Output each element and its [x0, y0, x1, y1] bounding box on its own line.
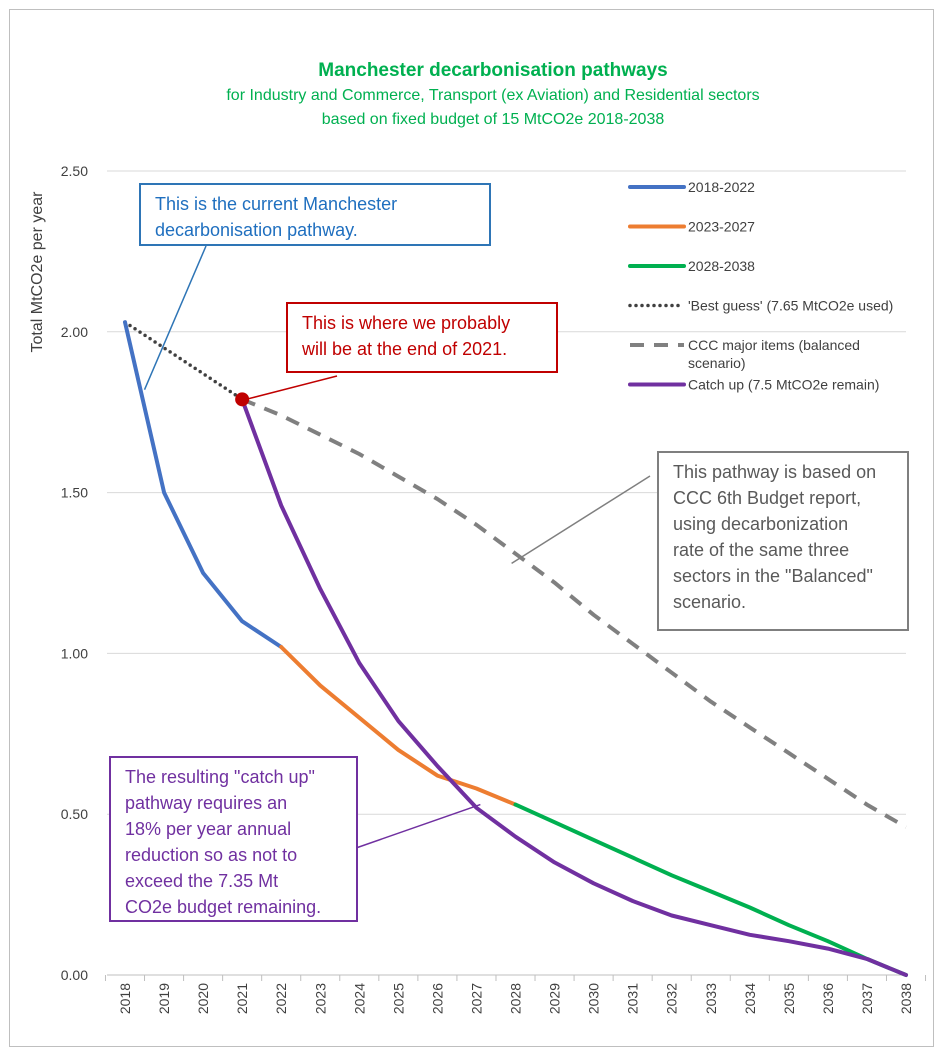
legend-label: 2023-2027 [688, 219, 755, 235]
x-tick-label: 2034 [742, 983, 758, 1014]
annotation-current-pathway: This is the current Manchester decarboni… [139, 183, 491, 246]
x-tick-label: 2019 [156, 983, 172, 1014]
x-tick-label: 2028 [508, 983, 524, 1014]
legend-label-line: 2023-2027 [688, 219, 755, 235]
annotation-text: The resulting "catch up" [125, 767, 315, 787]
x-tick-label: 2031 [625, 983, 641, 1014]
x-tick-label: 2023 [312, 983, 328, 1014]
series-line-best-guess-7-65-mtco2e-used [123, 320, 244, 402]
annotation-text: will be at the end of 2021. [302, 339, 508, 359]
x-tick-label: 2026 [429, 983, 445, 1014]
legend: 2018-2022 2023-2027 2028-2038 'Best guess' … [628, 179, 893, 393]
legend-label: 'Best guess' (7.65 MtCO2e used) [688, 298, 893, 314]
annotation-leader-probably [245, 375, 338, 401]
annotation-end-2021: This is where we probably will be at the… [286, 302, 558, 373]
annotation-text: CO2e budget remaining. [125, 897, 322, 917]
x-tick-label: 2020 [195, 983, 211, 1014]
chart-subtitle-line-1: for Industry and Commerce, Transport (ex… [226, 87, 759, 104]
annotation-text: scenario. [673, 592, 747, 612]
y-axis-label: Total MtCO2e per year [29, 191, 46, 353]
annotation-text: 18% per year annual [125, 819, 292, 839]
annotation-text: This is the current Manchester [155, 194, 398, 214]
annotation-text: pathway requires an [125, 793, 288, 813]
series-lines [123, 320, 908, 977]
annotation-leader-catchup [355, 803, 481, 849]
legend-label: Catch up (7.5 MtCO2e remain) [688, 377, 879, 393]
series-line-2023-2027 [279, 645, 518, 807]
y-tick-label: 2.50 [61, 163, 88, 179]
chart-subtitle-line-2: based on fixed budget of 15 MtCO2e 2018-… [322, 111, 665, 128]
x-tick-label: 2035 [781, 983, 797, 1014]
annotation-leader-lines [143, 245, 651, 849]
annotation-text: sectors in the "Balanced" [673, 566, 873, 586]
x-tick-label: 2029 [547, 983, 563, 1014]
x-tick-label: 2032 [664, 983, 680, 1014]
x-tick-label: 2024 [351, 983, 367, 1014]
legend-label-line: CCC major items (balanced [688, 337, 860, 353]
x-tick-label: 2027 [468, 983, 484, 1014]
x-tick-label: 2036 [820, 983, 836, 1014]
y-tick-label: 0.00 [61, 967, 88, 983]
annotation-text: This pathway is based on [673, 462, 877, 482]
series-line-catch-up-7-5-mtco2e-remain [240, 397, 908, 977]
annotation-leader-ccc [511, 475, 651, 564]
annotation-text: This is where we probably [302, 313, 511, 333]
x-tick-label: 2025 [390, 983, 406, 1014]
series-line-ccc-major-items-balanced-scenario [241, 397, 907, 829]
legend-label-line: 2018-2022 [688, 179, 755, 195]
legend-label: 2018-2022 [688, 179, 755, 195]
legend-label-line: Catch up (7.5 MtCO2e remain) [688, 377, 879, 393]
annotation-text: decarbonisation pathway. [155, 220, 358, 240]
annotation-text: CCC 6th Budget report, [673, 488, 862, 508]
series-line-2028-2038 [513, 802, 908, 977]
annotation-text: using decarbonization [673, 514, 849, 534]
x-tick-label: 2022 [273, 983, 289, 1014]
legend-label-line: scenario) [688, 355, 746, 371]
annotation-text: reduction so as not to [125, 845, 298, 865]
annotation-ccc-pathway: This pathway is based on CCC 6th Budget … [657, 451, 909, 631]
annotation-catch-up: The resulting "catch up" pathway require… [109, 756, 358, 922]
x-tick-label: 2021 [234, 983, 250, 1014]
legend-label-line: 'Best guess' (7.65 MtCO2e used) [688, 298, 893, 314]
end-2021-marker [235, 392, 250, 407]
annotation-leader-current [143, 245, 207, 390]
legend-label-line: 2028-2038 [688, 258, 755, 274]
chart-title: Manchester decarbonisation pathways [318, 60, 668, 81]
axes: 0.00 0.50 1.00 1.50 2.00 2.50 2018 2019 2020 2021… [61, 163, 927, 1014]
y-tick-label: 0.50 [61, 806, 88, 822]
x-tick-label: 2038 [898, 983, 914, 1014]
legend-label: 2028-2038 [688, 258, 755, 274]
annotation-text: exceed the 7.35 Mt [125, 871, 279, 891]
x-tick-label: 2033 [703, 983, 719, 1014]
x-tick-label: 2018 [117, 983, 133, 1014]
legend-label: CCC major items (balanced scenario) [688, 337, 860, 371]
y-tick-label: 2.00 [61, 324, 88, 340]
y-tick-label: 1.50 [61, 485, 88, 501]
x-tick-label: 2037 [859, 983, 875, 1014]
series-line-2018-2022 [123, 320, 284, 649]
annotation-text: rate of the same three [673, 540, 850, 560]
x-tick-label: 2030 [586, 983, 602, 1014]
y-tick-label: 1.00 [61, 645, 88, 661]
